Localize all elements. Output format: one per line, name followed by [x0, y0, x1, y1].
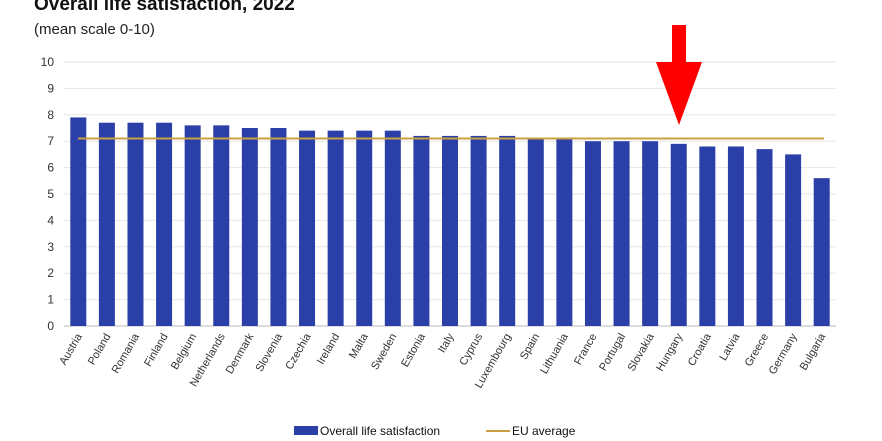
y-tick-label: 10	[41, 55, 55, 69]
y-tick-label: 5	[47, 187, 54, 201]
x-tick-label: Belgium	[169, 332, 199, 372]
bars	[70, 117, 830, 326]
bar-poland	[98, 122, 115, 326]
legend-label-bars: Overall life satisfaction	[320, 424, 440, 438]
x-tick-label: Finland	[142, 332, 170, 369]
bar-latvia	[727, 146, 744, 326]
y-tick-label: 3	[47, 240, 54, 254]
bar-greece	[756, 149, 773, 326]
bar-malta	[356, 130, 373, 326]
y-tick-label: 6	[47, 161, 54, 175]
bar-sweden	[384, 130, 401, 326]
bar-lithuania	[556, 138, 573, 326]
red-arrow-icon	[656, 25, 702, 125]
y-tick-label: 4	[47, 213, 54, 227]
bar-austria	[70, 117, 87, 326]
x-tick-label: Slovenia	[254, 331, 286, 374]
y-axis-ticks: 0 1 2 3 4 5 6 7 8 9 10	[41, 55, 55, 333]
chart-title: Overall life satisfaction, 2022	[34, 0, 295, 15]
bar-luxembourg	[499, 135, 516, 326]
bar-portugal	[613, 141, 630, 326]
x-tick-label: Malta	[347, 331, 371, 361]
x-tick-label: Poland	[86, 332, 114, 368]
legend-label-line: EU average	[512, 424, 576, 438]
x-tick-label: Czechia	[283, 331, 314, 372]
bar-ireland	[327, 130, 344, 326]
y-tick-label: 1	[47, 293, 54, 307]
x-tick-label: Croatia	[686, 331, 715, 368]
x-tick-label: Greece	[743, 332, 771, 369]
x-tick-label: Spain	[518, 332, 542, 362]
y-tick-label: 8	[47, 108, 54, 122]
bar-bulgaria	[813, 178, 830, 326]
bar-netherlands	[213, 125, 230, 326]
x-tick-label: Hungary	[654, 331, 685, 373]
bar-czechia	[299, 130, 316, 326]
chart-subtitle: (mean scale 0-10)	[34, 21, 155, 38]
x-tick-label: Sweden	[369, 332, 399, 372]
y-tick-label: 2	[47, 266, 54, 280]
x-tick-label: Ireland	[315, 332, 342, 367]
bar-denmark	[241, 128, 258, 326]
x-tick-label: Slovakia	[626, 331, 658, 374]
x-tick-label: Cyprus	[457, 331, 485, 368]
x-tick-label: Lithuania	[538, 331, 571, 376]
y-tick-label: 0	[47, 319, 54, 333]
x-tick-label: Latvia	[717, 331, 743, 363]
bar-slovenia	[270, 128, 287, 326]
legend: Overall life satisfaction EU average	[294, 424, 576, 438]
y-tick-label: 7	[47, 134, 54, 148]
x-tick-label: Romania	[110, 331, 143, 376]
legend-swatch-bars	[294, 426, 318, 435]
bar-belgium	[184, 125, 201, 326]
arrow-shaft	[672, 25, 686, 73]
bar-italy	[442, 135, 458, 326]
bar-estonia	[413, 135, 430, 326]
x-tick-label: France	[572, 332, 600, 368]
bar-cyprus	[470, 135, 487, 326]
bar-finland	[156, 122, 173, 326]
x-tick-label: Italy	[436, 331, 457, 355]
bar-spain	[527, 138, 544, 326]
bar-france	[584, 141, 601, 326]
bar-hungary	[670, 143, 687, 326]
x-tick-label: Denmark	[224, 331, 257, 376]
x-tick-label: Austria	[57, 331, 85, 367]
bar-croatia	[699, 146, 716, 326]
arrow-head	[656, 62, 702, 125]
bar-slovakia	[642, 141, 659, 326]
x-tick-label: Germany	[767, 331, 800, 377]
y-tick-label: 9	[47, 81, 54, 95]
bar-romania	[127, 122, 144, 326]
x-tick-label: Portugal	[597, 332, 628, 373]
bar-germany	[785, 154, 802, 326]
x-tick-label: Bulgaria	[798, 331, 829, 373]
x-tick-label: Estonia	[399, 331, 428, 370]
